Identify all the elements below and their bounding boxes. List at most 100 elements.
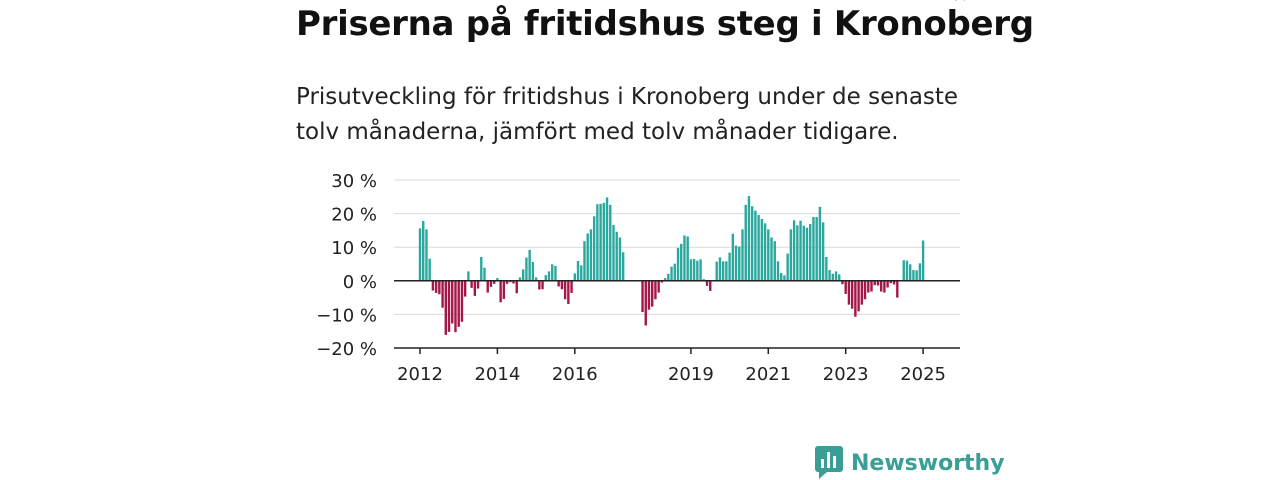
bar (505, 280, 509, 284)
bar (802, 225, 805, 281)
bar (773, 241, 776, 281)
bar (815, 216, 818, 281)
bar (541, 280, 544, 290)
bar (670, 266, 673, 281)
axes (394, 280, 960, 354)
bar (534, 277, 538, 281)
tick-labels: −20 % −10 % 0 % 10 % 20 % 30 % 2012 2014 2016 201… (316, 0, 968, 385)
bar (792, 220, 796, 281)
bar (825, 256, 828, 281)
bar (447, 280, 451, 332)
newsworthy-logo-icon (815, 446, 843, 479)
bar (734, 245, 738, 281)
y-tick-label: 30 % (331, 171, 377, 192)
bar (850, 280, 854, 309)
bar (721, 261, 725, 281)
bar (657, 280, 660, 293)
x-tick-label: 2012 (397, 364, 443, 385)
bar (641, 280, 644, 313)
bar (854, 280, 857, 317)
bar (570, 280, 573, 293)
bar (686, 236, 689, 281)
bar (715, 261, 718, 281)
bar (750, 206, 754, 281)
value-annotation: 12 % (923, 0, 969, 5)
bar (654, 280, 657, 300)
bar (463, 280, 467, 297)
bar (818, 206, 822, 281)
bar (554, 266, 557, 281)
bar (663, 278, 667, 281)
bar (821, 222, 825, 281)
bar (454, 280, 457, 333)
bar (609, 204, 612, 281)
bar (580, 265, 583, 281)
bar (789, 229, 793, 281)
bar (873, 280, 876, 286)
x-tick-label: 2019 (668, 364, 714, 385)
bar (660, 280, 664, 283)
bar (728, 252, 731, 281)
bar (444, 280, 447, 335)
bar (647, 280, 651, 310)
bar (680, 243, 683, 281)
x-tick-label: 2023 (823, 364, 869, 385)
bar (522, 269, 525, 281)
bar (489, 280, 493, 287)
bar (738, 246, 741, 281)
bar (586, 233, 589, 281)
bar (886, 280, 889, 288)
bar (709, 280, 712, 291)
bar (551, 264, 554, 281)
bar (602, 202, 606, 281)
bar (592, 216, 596, 281)
bar (838, 274, 841, 281)
bar (896, 280, 899, 298)
bar (538, 280, 541, 290)
x-tick-label: 2025 (900, 364, 946, 385)
bar (476, 280, 480, 289)
bar (883, 280, 886, 293)
bar (428, 258, 431, 281)
bar (618, 237, 622, 281)
bar (770, 237, 773, 281)
bar (763, 223, 767, 281)
bar (467, 271, 470, 281)
bar (441, 280, 444, 308)
bar (431, 280, 435, 291)
bar (767, 229, 770, 281)
bar (809, 224, 812, 281)
bar (422, 220, 425, 281)
bar (915, 270, 918, 281)
bar (757, 214, 760, 281)
bar (909, 264, 912, 281)
bar (583, 241, 586, 281)
bar (502, 280, 506, 299)
bar (492, 280, 496, 284)
bar (828, 270, 831, 281)
bar (473, 280, 477, 296)
bar (699, 259, 702, 281)
bar (780, 273, 783, 281)
x-tick-label: 2016 (552, 364, 598, 385)
bar (460, 280, 464, 322)
bar (812, 216, 815, 281)
bar (692, 258, 696, 281)
bar (705, 280, 709, 286)
bar (557, 280, 560, 287)
bar (434, 280, 438, 293)
bar (615, 231, 618, 281)
bar (644, 280, 647, 326)
y-tick-label: 20 % (331, 205, 377, 226)
bar (667, 273, 670, 281)
bar (860, 280, 864, 305)
bar (718, 257, 722, 281)
bar (576, 260, 580, 281)
bar (560, 280, 564, 290)
bar (612, 225, 615, 281)
brand-label: Newsworthy (851, 450, 1005, 476)
bar (547, 271, 551, 281)
bar (567, 280, 570, 304)
bar (496, 278, 499, 281)
bar (696, 260, 699, 281)
